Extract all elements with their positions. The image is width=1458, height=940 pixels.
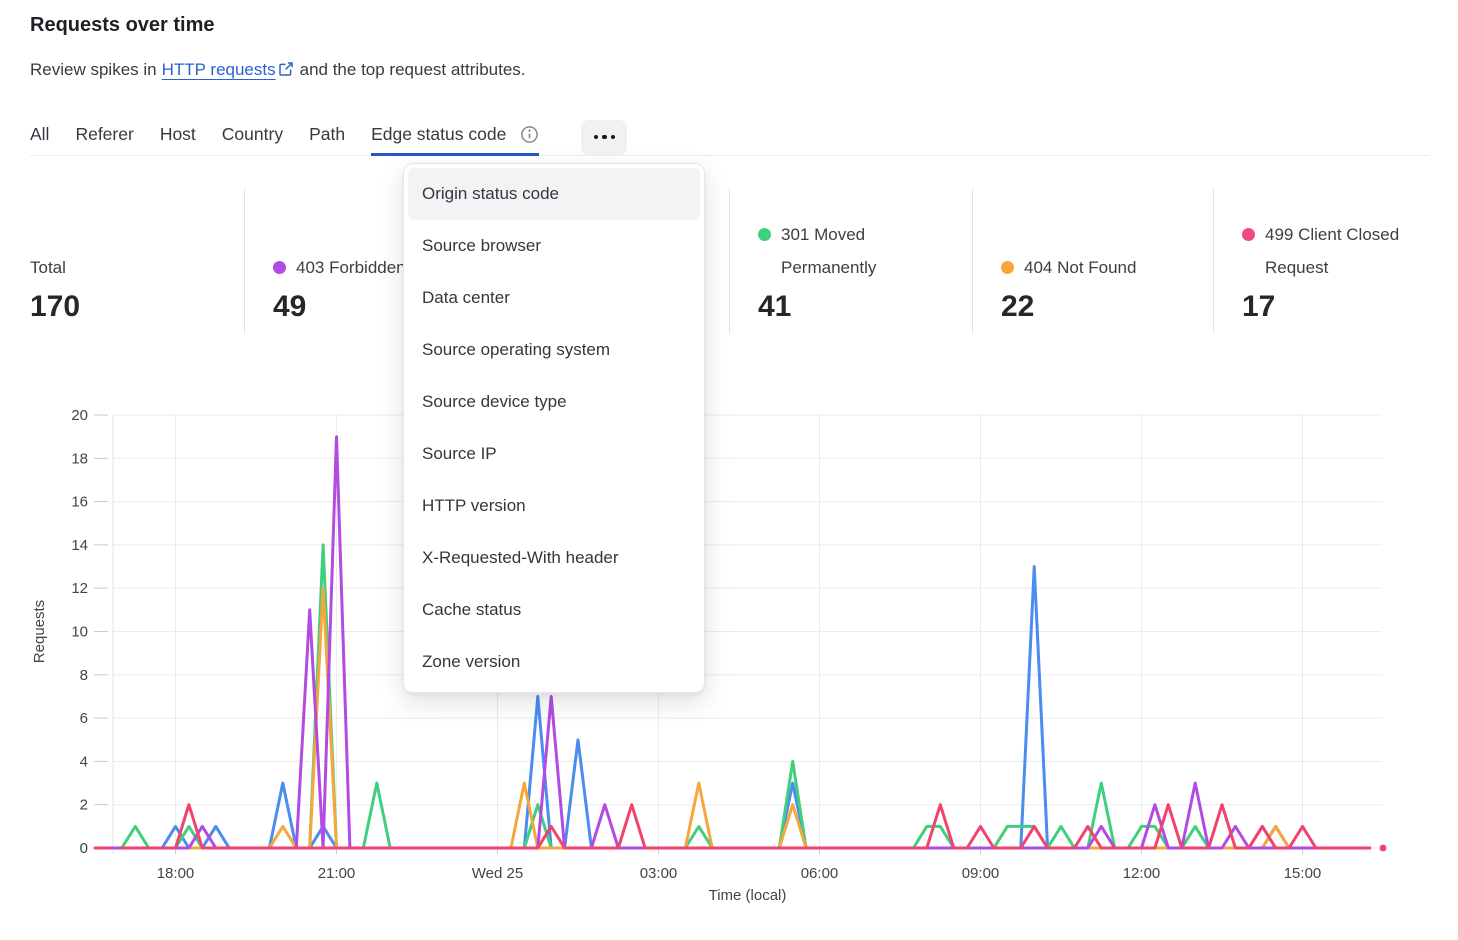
stat-label: 404 Not Found <box>1001 252 1176 284</box>
stat-label: 403 Forbidden <box>273 252 448 284</box>
stat-value: 170 <box>30 290 81 323</box>
subtitle-text-suffix: and the top request attributes. <box>299 60 526 79</box>
tab-edge-status-code[interactable]: Edge status code <box>371 118 540 156</box>
x-tick-label: 18:00 <box>157 865 195 882</box>
stat-label: Total <box>30 252 205 284</box>
tab-label: Host <box>159 124 196 144</box>
menu-item-source-operating-system[interactable]: Source operating system <box>422 340 611 359</box>
y-tick-label: 20 <box>71 407 88 424</box>
stat-label-text: 403 Forbidden <box>296 257 406 277</box>
http-requests-link[interactable]: HTTP requests <box>161 60 276 79</box>
y-tick-label: 18 <box>71 450 88 467</box>
x-axis-title: Time (local) <box>709 887 787 904</box>
stat-label: 499 Client Closed Request <box>1242 219 1417 284</box>
tab-country[interactable]: Country <box>222 118 283 156</box>
y-tick-label: 8 <box>80 667 88 684</box>
y-tick-label: 6 <box>80 710 88 727</box>
legend-dot <box>273 260 286 274</box>
info-icon[interactable] <box>520 125 539 144</box>
more-attributes-button[interactable] <box>581 119 628 155</box>
tab-label: Edge status code <box>371 124 507 144</box>
stat-label-text: 404 Not Found <box>1024 257 1137 277</box>
stat-403-forbidden: 403 Forbidden 49 <box>244 188 485 334</box>
stat-value: 22 <box>1001 290 1035 323</box>
tab-label: Referer <box>75 124 134 144</box>
tab-referer[interactable]: Referer <box>75 118 133 156</box>
ellipsis-dot <box>610 134 616 140</box>
external-link-icon <box>278 62 293 76</box>
menu-item-x-requested-with-header[interactable]: X-Requested-With header <box>422 548 619 567</box>
x-tick-label: 09:00 <box>962 865 1000 882</box>
menu-item-source-browser[interactable]: Source browser <box>422 236 542 255</box>
y-tick-label: 16 <box>71 494 88 511</box>
tab-label: Country <box>221 124 284 144</box>
tab-label: All <box>30 124 50 144</box>
tab-host[interactable]: Host <box>160 118 196 156</box>
tabs-row: All Referer Host Country Path Edge status cod… <box>30 118 628 156</box>
menu-item-zone-version[interactable]: Zone version <box>422 652 521 671</box>
ellipsis-dot <box>593 134 599 140</box>
y-tick-label: 12 <box>71 580 88 597</box>
x-tick-label: 15:00 <box>1284 865 1322 882</box>
stat-404-not-found: 404 Not Found 22 <box>972 188 1213 334</box>
menu-item-data-center[interactable]: Data center <box>422 288 510 307</box>
series-end-dot-pink <box>1379 844 1387 852</box>
stat-label-text: 301 Moved Permanently <box>781 225 877 277</box>
y-tick-label: 2 <box>80 797 88 814</box>
series-line-pink <box>120 803 1372 850</box>
x-tick-label: Wed 25 <box>472 865 523 882</box>
attribute-dropdown-menu: Origin status code Source browser Data cen… <box>403 163 705 693</box>
subtitle-text-prefix: Review spikes in <box>30 60 157 79</box>
x-tick-label: 03:00 <box>640 865 678 882</box>
x-tick-label: 12:00 <box>1123 865 1161 882</box>
stat-label-text: 499 Client Closed Request <box>1265 225 1400 277</box>
tab-all[interactable]: All <box>30 118 49 156</box>
stats-row: Total 170 403 Forbidden 49 301 Moved Permane… <box>30 188 1430 334</box>
tabs-bottom-border <box>30 155 1430 156</box>
legend-dot <box>1001 260 1014 274</box>
menu-item-origin-status-code[interactable]: Origin status code <box>408 168 700 220</box>
stat-value: 41 <box>758 290 792 323</box>
page-subtitle: Review spikes in HTTP requests and the top… <box>30 60 531 80</box>
menu-item-http-version[interactable]: HTTP version <box>422 496 526 515</box>
y-axis-title: Requests <box>31 600 48 663</box>
menu-item-source-ip[interactable]: Source IP <box>422 444 497 463</box>
stat-499-client-closed-request: 499 Client Closed Request 17 <box>1213 188 1430 334</box>
stat-label-text: Total <box>30 257 66 277</box>
menu-item-source-device-type[interactable]: Source device type <box>422 392 567 411</box>
legend-dot <box>1242 228 1255 242</box>
x-tick-label: 06:00 <box>801 865 839 882</box>
stat-value: 49 <box>273 290 307 323</box>
y-tick-label: 10 <box>71 624 88 641</box>
ellipsis-dot <box>602 134 607 140</box>
y-tick-label: 4 <box>80 753 88 770</box>
stat-label: 301 Moved Permanently <box>758 219 933 284</box>
tab-path[interactable]: Path <box>309 118 345 156</box>
y-tick-label: 14 <box>71 537 88 554</box>
menu-item-cache-status[interactable]: Cache status <box>422 600 522 619</box>
tab-label: Path <box>309 124 346 144</box>
stat-301-moved-permanently: 301 Moved Permanently 41 <box>729 188 972 334</box>
stat-value: 17 <box>1242 290 1276 323</box>
y-tick-label: 0 <box>80 840 88 857</box>
stat-total: Total 170 <box>30 188 244 334</box>
legend-dot <box>758 228 771 242</box>
chart-canvas: 0 2 4 6 8 10 12 14 16 18 20 18:00 21:00 Wed 25 03:00 06… <box>31 407 1387 904</box>
page-title: Requests over time <box>30 14 215 36</box>
x-tick-label: 21:00 <box>318 865 356 882</box>
requests-chart: 0 2 4 6 8 10 12 14 16 18 20 18:00 21:00 Wed 25 03:00 06… <box>30 400 1430 920</box>
